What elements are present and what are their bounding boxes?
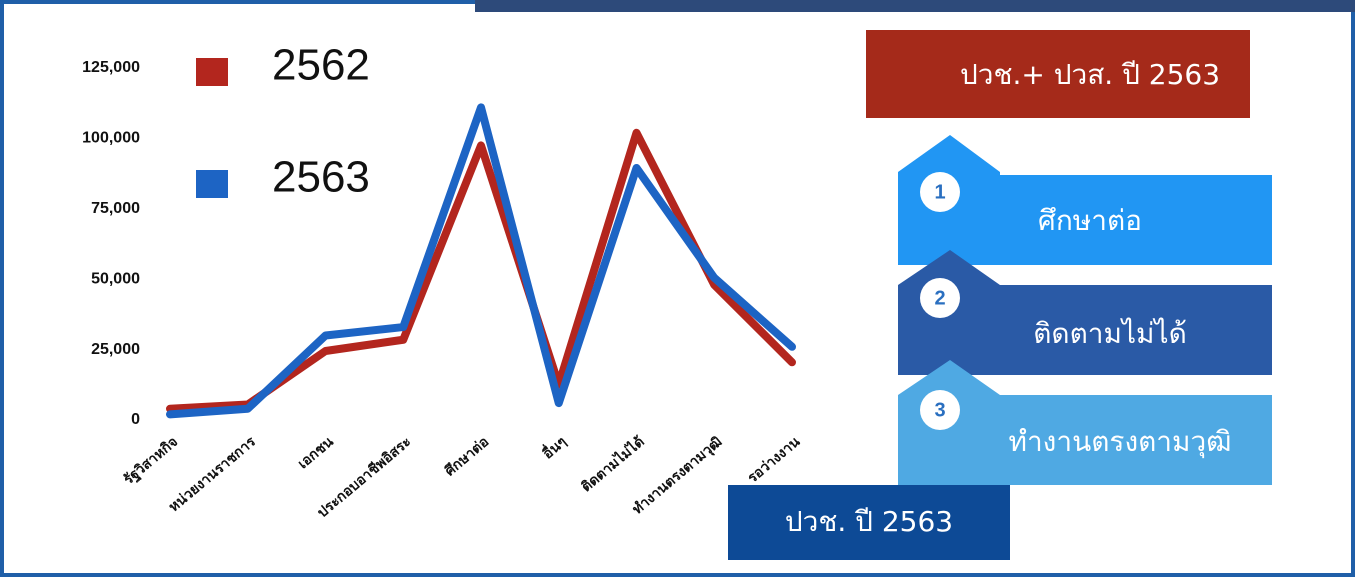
rank-number: 3 (934, 399, 945, 421)
legend-label: 2562 (272, 41, 370, 90)
rank-number: 2 (934, 287, 945, 309)
legend-swatch (196, 58, 228, 86)
panel-title-box (866, 30, 1250, 118)
footer: ปวช. ปี 2563 (785, 505, 953, 538)
y-tick-label: 75,000 (91, 200, 140, 217)
panel-title: ปวช.+ ปวส. ปี 2563 (960, 58, 1220, 91)
y-tick-label: 125,000 (82, 59, 140, 76)
top-bar (475, 0, 1355, 12)
rank-label: ทำงานตรงตามวุฒิ (1009, 425, 1232, 459)
footer-group: ปวช. ปี 2563 (728, 485, 1010, 560)
rank-circle (920, 390, 960, 430)
legend-label: 2563 (272, 153, 370, 202)
rank-label: ศึกษาต่อ (1038, 204, 1142, 237)
series-line (166, 103, 796, 419)
rank-box (898, 360, 1272, 485)
rank-circle (920, 278, 960, 318)
y-tick-label: 25,000 (91, 341, 140, 358)
y-tick-label: 50,000 (91, 270, 140, 287)
rank-circle (920, 172, 960, 212)
rank-label: ติดตามไม่ได้ (1033, 317, 1187, 350)
rank-box (898, 250, 1272, 375)
legend-swatch (196, 170, 228, 198)
y-tick-label: 0 (131, 411, 140, 428)
rank-box (898, 135, 1272, 265)
rank-number: 1 (934, 181, 945, 203)
footer-box (728, 485, 1010, 560)
y-tick-label: 100,000 (82, 130, 140, 147)
